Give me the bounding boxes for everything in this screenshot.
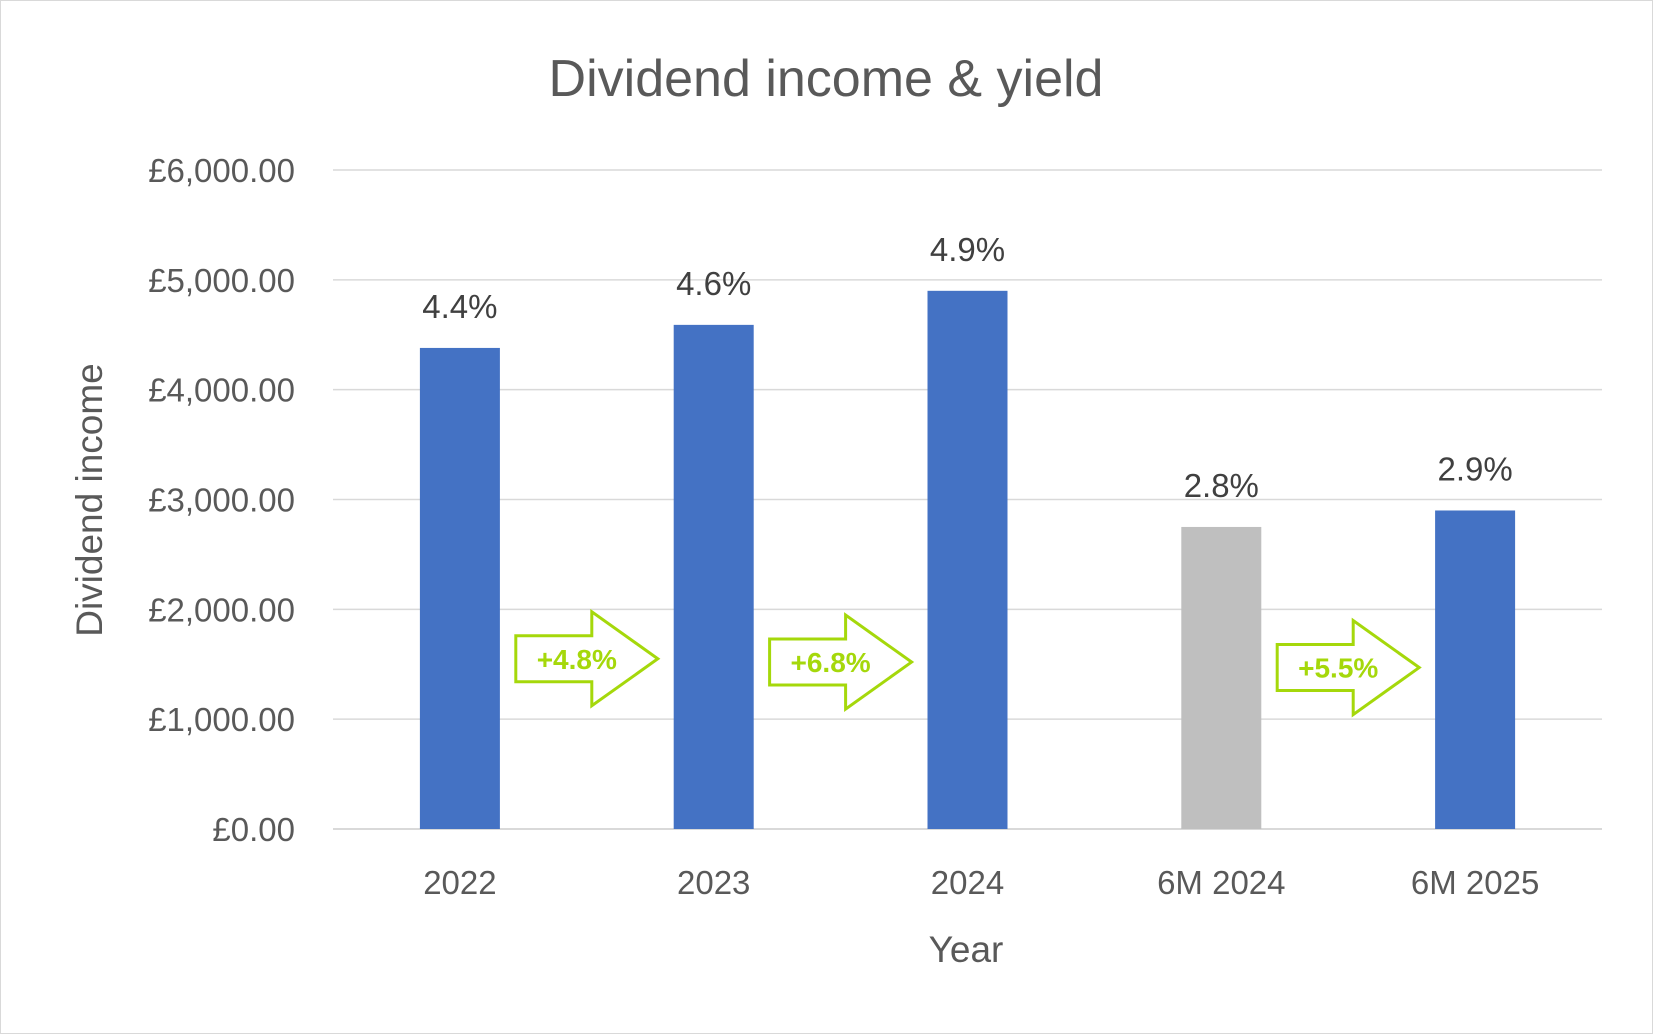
x-tick-label: 2023 [677,864,750,901]
bar-6m-2024 [1181,526,1262,829]
growth-arrow: +5.5% [1275,617,1422,718]
x-tick-label: 2022 [423,864,496,901]
arrow-shape [768,612,915,712]
x-axis-ticks: 2022 2023 2024 6M 2024 6M 2025 [423,864,1539,901]
data-labels: 4.4% 4.6% 4.9% 2.8% 2.9% [422,231,1512,504]
arrow-shape [1275,617,1422,718]
bar-6m-2025 [1435,510,1516,829]
growth-annotations: +4.8% +6.8% +5.5% [514,608,1422,718]
growth-label: +4.8% [537,644,617,675]
y-tick-label: £0.00 [212,811,295,848]
x-axis-label: Year [929,929,1004,970]
data-label: 2.8% [1184,467,1259,504]
data-label: 4.9% [930,231,1005,268]
data-label: 4.4% [422,288,497,325]
y-tick-label: £6,000.00 [148,152,295,189]
chart-title: Dividend income & yield [549,50,1104,108]
bar-2022 [419,347,500,829]
growth-arrow: +4.8% [514,608,661,709]
bar-2024 [927,290,1008,830]
y-tick-label: £2,000.00 [148,591,295,628]
x-tick-label: 2024 [931,864,1004,901]
y-tick-label: £4,000.00 [148,372,295,409]
arrow-shape [514,608,661,709]
growth-label: +5.5% [1298,653,1378,684]
bars [419,290,1516,830]
data-label: 4.6% [676,265,751,302]
bar-2023 [673,324,754,829]
y-tick-label: £1,000.00 [148,701,295,738]
y-tick-label: £5,000.00 [148,262,295,299]
y-axis-label: Dividend income [69,363,110,637]
x-tick-label: 6M 2024 [1157,864,1285,901]
growth-arrow: +6.8% [768,612,915,712]
x-tick-label: 6M 2025 [1411,864,1539,901]
data-label: 2.9% [1437,450,1512,487]
y-tick-label: £3,000.00 [148,482,295,519]
y-axis-ticks: £0.00 £1,000.00 £2,000.00 £3,000.00 £4,000.0… [148,152,295,848]
growth-label: +6.8% [791,647,871,678]
